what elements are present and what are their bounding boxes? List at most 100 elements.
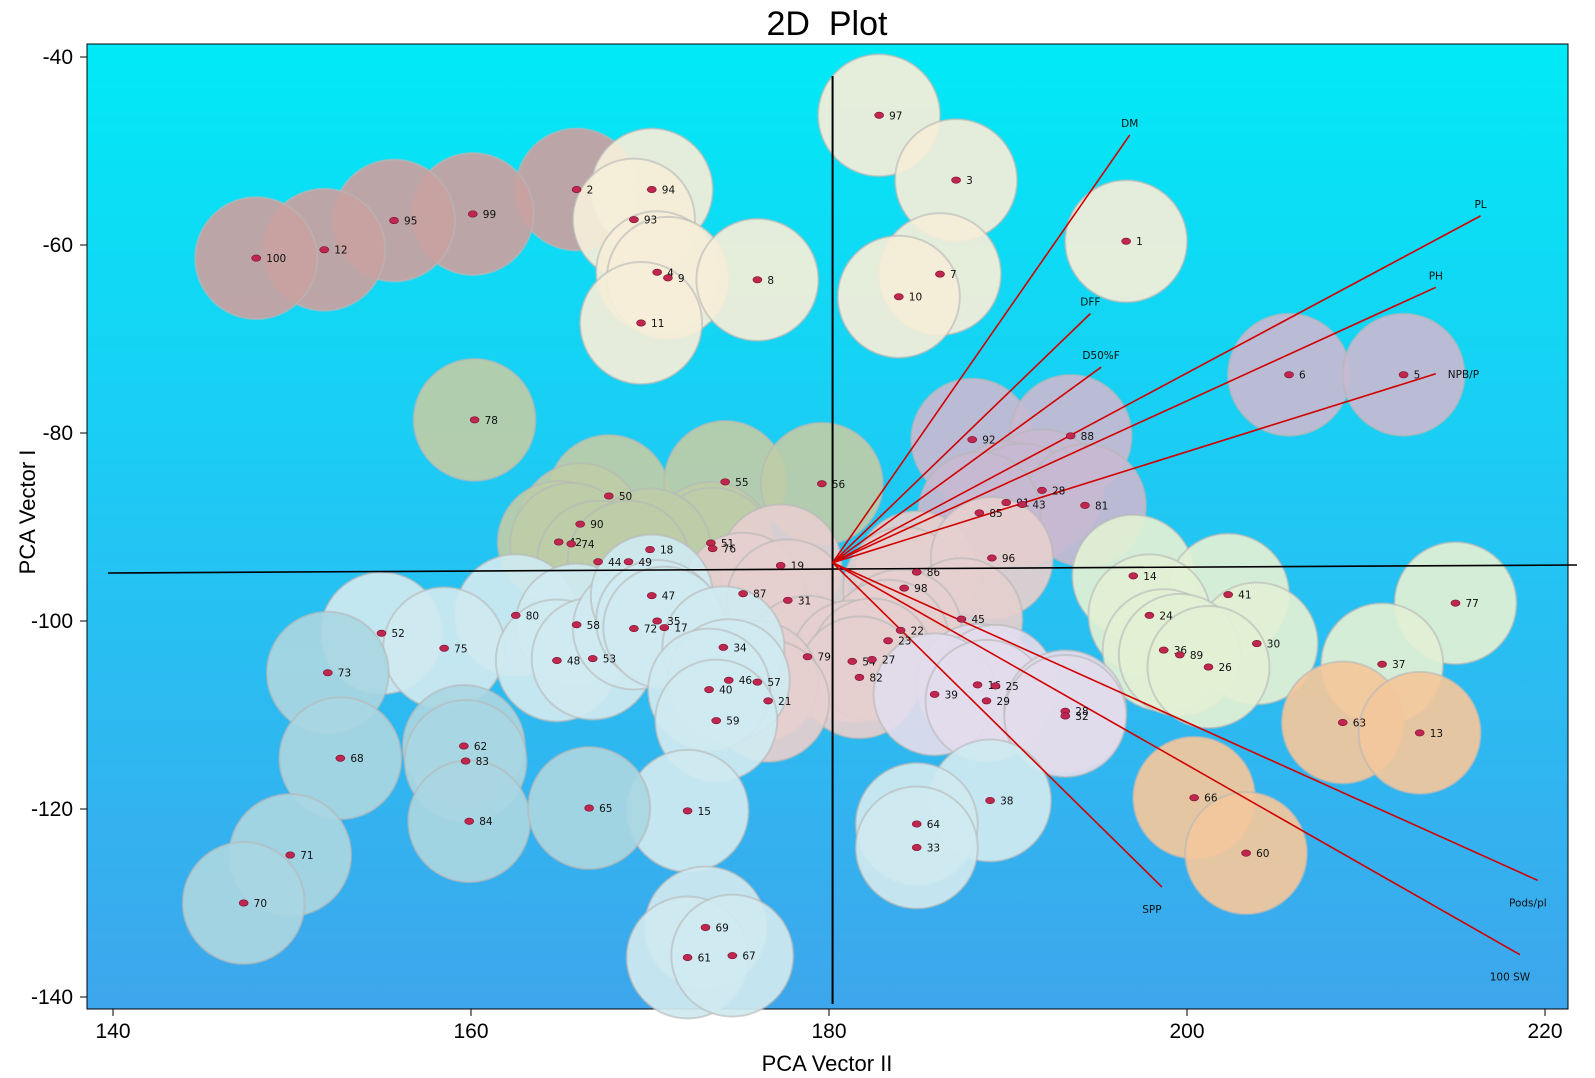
point-19 (775, 562, 786, 570)
point-82 (854, 673, 865, 681)
point-layer: 2999512100949349811973171078505556904274… (238, 110, 1479, 965)
x-tick-label: 180 (811, 1020, 846, 1043)
y-tick-label: -40 (43, 46, 73, 69)
point-41 (1223, 591, 1233, 599)
point-84 (464, 817, 475, 825)
point-label: 63 (1353, 718, 1366, 730)
point-label: 92 (982, 435, 995, 447)
point-label: 32 (1075, 711, 1088, 723)
point-13 (1414, 729, 1425, 737)
point-label: 97 (889, 110, 902, 122)
point-18 (645, 546, 655, 554)
vector-label: SPP (1142, 904, 1161, 916)
point-label: 41 (1238, 590, 1251, 602)
point-71 (285, 851, 296, 859)
y-tick-label: -100 (31, 610, 73, 633)
point-46 (723, 676, 734, 684)
vector-label: NPB/P (1448, 369, 1479, 381)
point-27 (867, 656, 877, 664)
point-label: 96 (1002, 553, 1016, 565)
point-26 (1203, 663, 1214, 671)
point-label: 34 (733, 642, 747, 654)
point-label: 1 (1136, 236, 1143, 248)
point-43 (1017, 500, 1028, 508)
point-label: 62 (474, 741, 487, 753)
point-label: 72 (644, 624, 657, 636)
point-14 (1128, 572, 1139, 580)
point-35 (652, 617, 662, 625)
point-42 (553, 538, 564, 546)
point-37 (1377, 660, 1387, 668)
point-label: 86 (927, 567, 941, 579)
point-label: 67 (742, 951, 755, 963)
point-label: 31 (798, 595, 811, 607)
point-33 (911, 844, 922, 852)
point-87 (738, 590, 748, 598)
point-56 (817, 480, 827, 488)
point-label: 47 (662, 591, 675, 603)
point-63 (1337, 719, 1348, 727)
point-5 (1398, 371, 1409, 379)
vector-label: DFF (1080, 297, 1100, 309)
point-45 (956, 615, 967, 623)
point-label: 61 (698, 953, 711, 965)
point-label: 77 (1466, 598, 1479, 610)
point-label: 82 (869, 672, 882, 684)
point-label: 89 (1190, 650, 1203, 662)
point-label: 28 (1075, 706, 1088, 718)
y-tick-label: -60 (43, 234, 73, 257)
point-86 (911, 568, 922, 576)
point-label: 10 (909, 292, 922, 304)
point-label: 46 (739, 675, 753, 687)
point-62 (459, 742, 469, 750)
vector-Pods/pl (832, 561, 1539, 882)
point-88 (1065, 432, 1076, 440)
point-label: 35 (667, 616, 680, 628)
point-89 (1175, 651, 1185, 659)
point-80 (510, 611, 521, 619)
vector-label: Pods/pl (1509, 897, 1547, 909)
point-77 (1450, 599, 1461, 607)
point-66 (1189, 794, 1199, 802)
point-38 (985, 797, 995, 805)
point-label: 13 (1430, 728, 1443, 740)
point-label: 88 (1081, 431, 1094, 443)
point-52 (376, 629, 387, 637)
point-50 (604, 492, 614, 500)
point-label: 38 (1000, 796, 1013, 808)
point-97 (874, 111, 884, 119)
point-99 (467, 210, 478, 218)
point-34 (718, 643, 729, 651)
point-label: 85 (989, 508, 1002, 520)
vector-PH (832, 286, 1437, 564)
point-36 (1158, 646, 1169, 654)
point-label: 90 (590, 519, 603, 531)
y-tick-label: -120 (31, 798, 73, 821)
point-label: 40 (719, 685, 732, 697)
point-label: 75 (454, 643, 467, 655)
point-25 (990, 682, 1001, 690)
point-79 (802, 653, 813, 661)
point-label: 29 (997, 696, 1010, 708)
point-label: 57 (767, 677, 780, 689)
point-73 (322, 669, 333, 677)
point-81 (1080, 501, 1090, 509)
point-label: 11 (651, 318, 664, 330)
vector-label: PH (1429, 270, 1443, 282)
point-31 (783, 596, 793, 604)
point-72 (629, 625, 639, 633)
point-48 (552, 656, 562, 664)
point-75 (439, 644, 449, 652)
point-label: 68 (350, 753, 363, 765)
point-label: 49 (639, 557, 652, 569)
point-label: 17 (674, 623, 687, 635)
point-label: 3 (966, 175, 973, 187)
point-label: 76 (723, 544, 737, 556)
point-1 (1121, 237, 1131, 245)
point-67 (727, 952, 738, 960)
vector-DM (831, 134, 1131, 564)
point-69 (700, 923, 711, 931)
point-label: 99 (483, 209, 496, 221)
point-label: 55 (735, 477, 748, 489)
